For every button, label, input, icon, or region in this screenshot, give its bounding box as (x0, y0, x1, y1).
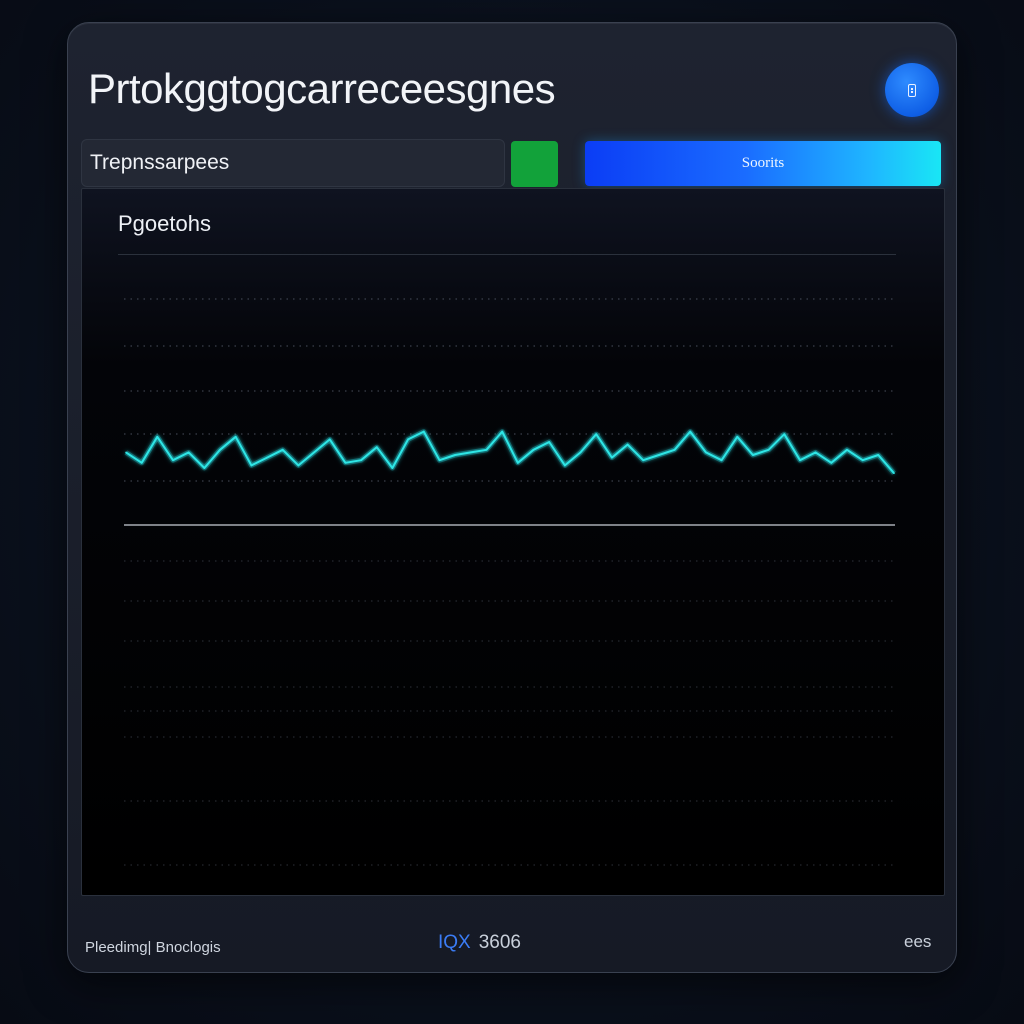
chart-point (422, 430, 425, 433)
chart-point (219, 449, 221, 451)
chart-point (799, 459, 801, 462)
chart-point (658, 454, 660, 456)
chart-point (234, 436, 237, 438)
chart-point (454, 454, 456, 456)
chart-point (344, 462, 347, 464)
chart-point (281, 449, 284, 451)
chart-point (407, 438, 409, 441)
device-icon (908, 83, 916, 97)
chart-series-glow (124, 429, 896, 475)
chart-point (595, 433, 598, 435)
panel-title: Pgoetohs (118, 211, 211, 236)
chart-point (626, 443, 629, 446)
line-chart (124, 298, 896, 866)
chart-point (313, 451, 315, 454)
chart-point (485, 449, 488, 451)
chart-point (375, 446, 378, 449)
status-counter: IQX 3606 (438, 932, 521, 954)
chart-point (564, 464, 566, 467)
chart-point (391, 467, 394, 469)
chart-point (705, 451, 707, 454)
panel-divider (118, 254, 896, 255)
chart-point (877, 454, 880, 456)
chart-point (720, 459, 723, 462)
chart-point (187, 451, 190, 454)
chart-point (470, 451, 472, 454)
primary-action-button[interactable]: Soorits (585, 141, 941, 186)
chart-point (783, 433, 786, 435)
chart-point (156, 436, 159, 438)
chart-point (250, 464, 253, 467)
chart-point (328, 438, 331, 441)
chart-point (203, 467, 206, 469)
chart-point (172, 459, 174, 462)
chart-point (830, 462, 833, 464)
page-title: Prtokggtogcarreceesgnes (88, 65, 556, 112)
chart-point (673, 449, 676, 451)
chart-point (517, 462, 519, 464)
chart-point (501, 430, 503, 433)
chart-point (548, 441, 550, 443)
status-text-left: Pleedimg| Bnoclogis (85, 939, 221, 956)
chart-point (736, 436, 739, 438)
app-window: Prtokggtogcarreceesgnes Soorits Pgoetohs… (67, 22, 957, 973)
chart-panel: Pgoetohs (81, 188, 945, 896)
chart-series-line (125, 430, 895, 474)
chart-point (767, 449, 770, 451)
chart-point (125, 451, 127, 454)
status-text-right: ees (904, 932, 932, 951)
chart-point (814, 451, 817, 454)
chart-point (611, 456, 613, 459)
chart-point (532, 449, 535, 451)
chart-point (861, 459, 864, 462)
search-input[interactable] (81, 139, 505, 187)
chart-point (266, 456, 268, 459)
chart-point (752, 454, 754, 456)
device-button[interactable] (885, 63, 939, 117)
chart-point (893, 472, 895, 475)
chart-point (642, 459, 645, 462)
chart-point (846, 449, 848, 451)
chart-point (579, 451, 582, 454)
green-action-button[interactable] (511, 141, 558, 187)
status-counter-label: IQX (438, 932, 471, 953)
chart-point (297, 464, 300, 467)
chart-points (125, 430, 895, 475)
status-counter-value: 3606 (478, 932, 522, 953)
chart-point (140, 462, 143, 464)
chart-point (360, 459, 362, 462)
chart-gridlines (124, 298, 895, 866)
chart-point (689, 430, 692, 433)
chart-point (438, 459, 441, 462)
